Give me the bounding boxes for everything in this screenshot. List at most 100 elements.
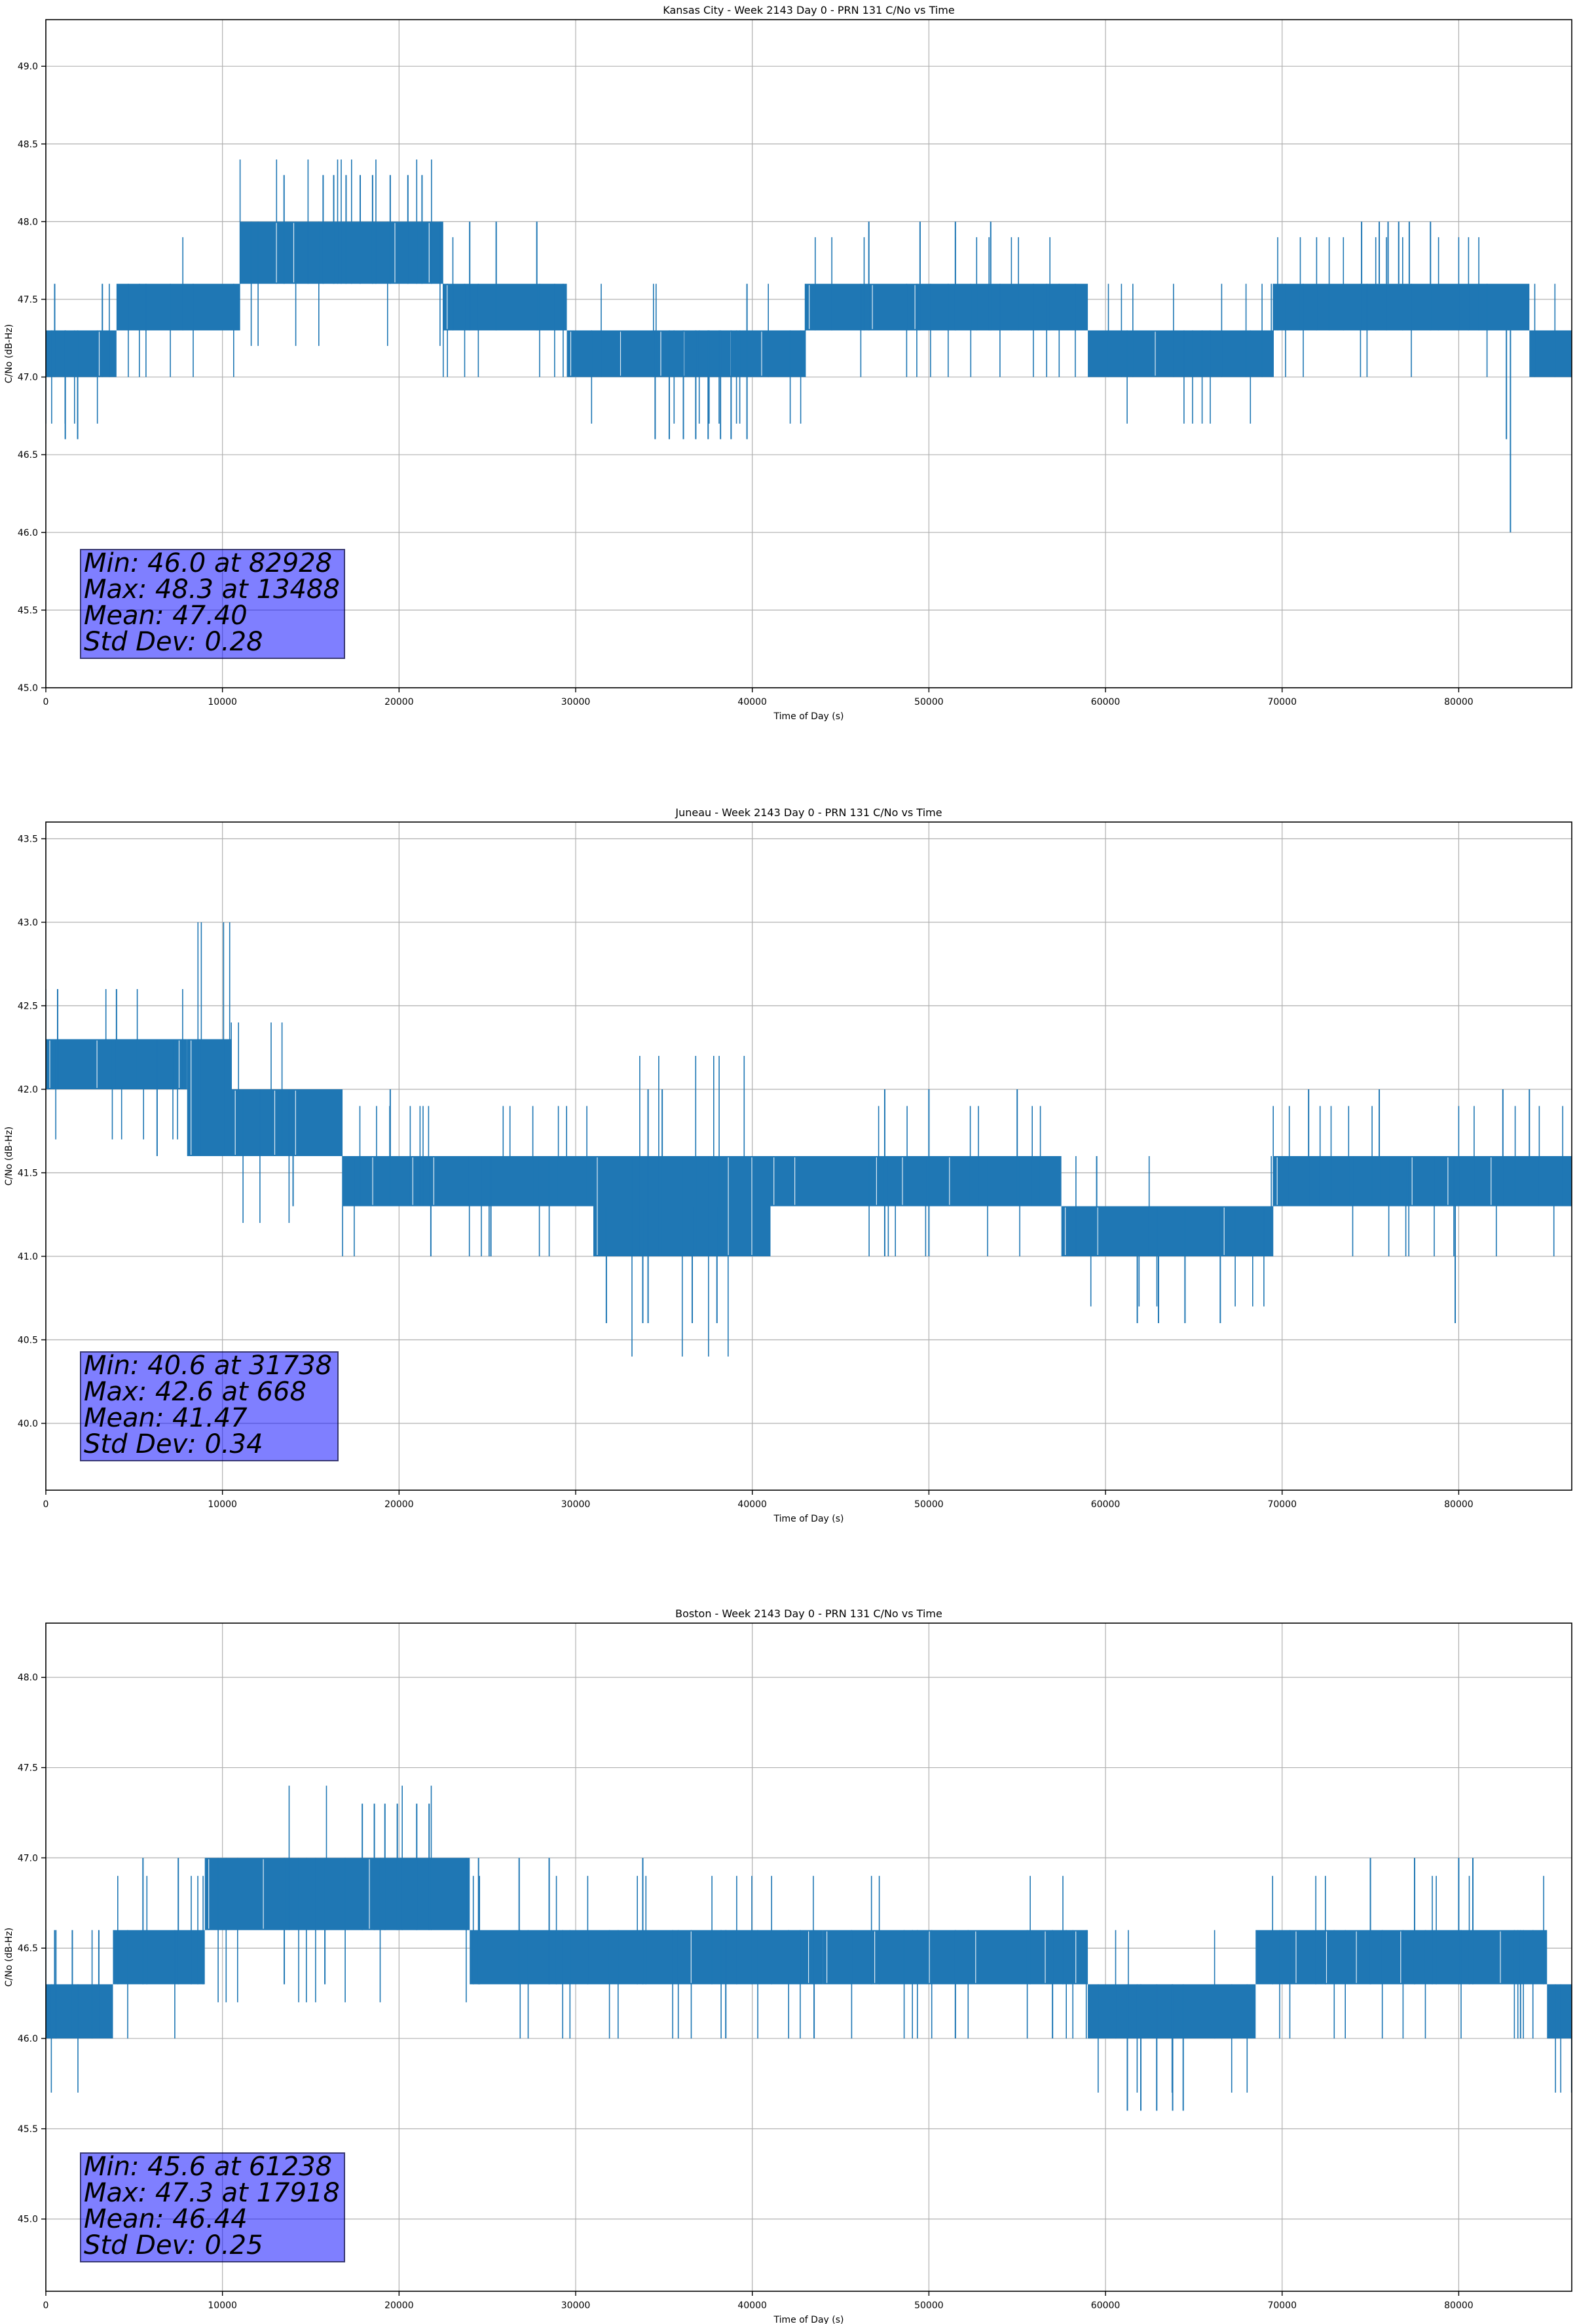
axes-frame: [45, 19, 1572, 688]
data-band: [46, 1984, 113, 2039]
x-tick-label: 70000: [1267, 1499, 1297, 1510]
data-noise: [1075, 1156, 1272, 1307]
x-tick-label: 20000: [384, 1499, 414, 1510]
data-gaps: [1295, 1931, 1501, 1983]
data-noise: [443, 237, 564, 377]
data-series-cno: [46, 159, 1572, 533]
stats-line: Max: 47.3 at 17918: [84, 2178, 340, 2208]
x-tick-label: 10000: [208, 1499, 237, 1510]
data-band: [443, 284, 567, 331]
data-noise: [591, 284, 802, 424]
y-tick-label: 47.0: [18, 373, 38, 383]
stats-line: Mean: 41.47: [84, 1403, 248, 1433]
chart-panel-3: 0 10000 20000 30000 40000 50000 60000 70000 8000…: [4, 1607, 1572, 2324]
y-tick-label: 48.5: [18, 140, 38, 150]
stats-line: Std Dev: 0.34: [84, 1429, 263, 1459]
data-band: [1088, 330, 1274, 377]
x-tick-label: 20000: [384, 2300, 414, 2311]
y-axis-label: C/No (dB-Hz): [4, 324, 14, 383]
x-tick-label: 60000: [1091, 1499, 1121, 1510]
chart-title: Boston - Week 2143 Day 0 - PRN 131 C/No …: [675, 1607, 942, 1620]
stats-line: Mean: 47.40: [84, 601, 248, 631]
data-band: [1547, 1984, 1572, 2039]
x-tick-label: 50000: [914, 697, 944, 707]
x-tick-label: 0: [43, 2300, 49, 2311]
data-band: [1255, 1930, 1548, 1985]
x-tick-label: 80000: [1444, 1499, 1474, 1510]
y-tick-label: 42.5: [18, 1002, 38, 1012]
data-noise: [231, 1022, 290, 1223]
y-tick-label: 47.5: [18, 295, 38, 305]
x-tick-label: 60000: [1091, 2300, 1121, 2311]
data-noise: [46, 989, 183, 1140]
x-tick-label: 50000: [914, 1499, 944, 1510]
data-noise: [46, 1930, 93, 2093]
data-noise: [1272, 1875, 1544, 2039]
stats-line: Max: 42.6 at 668: [84, 1377, 306, 1407]
data-noise: [1272, 1106, 1455, 1256]
data-band: [1273, 284, 1530, 331]
data-band: [46, 330, 117, 377]
data-band: [116, 284, 240, 331]
data-band: [805, 284, 1088, 331]
data-gaps: [1276, 1157, 1449, 1205]
stats-line: Min: 40.6 at 31738: [84, 1351, 333, 1381]
axes-frame: [45, 1622, 1572, 2292]
data-noise: [851, 1875, 1087, 2039]
data-gaps: [809, 285, 916, 329]
data-noise: [1534, 284, 1556, 377]
y-tick-label: 45.5: [18, 2124, 38, 2135]
data-band: [593, 1156, 770, 1256]
data-band: [770, 1156, 1062, 1207]
y-tick-label: 46.5: [18, 450, 38, 460]
data-gaps: [826, 1931, 1077, 1983]
chart-title: Kansas City - Week 2143 Day 0 - PRN 131 …: [663, 4, 954, 16]
x-tick-label: 0: [43, 697, 49, 707]
data-noise: [631, 1056, 745, 1357]
data-band: [1061, 1206, 1274, 1256]
x-tick-label: 70000: [1267, 697, 1297, 707]
data-noise: [239, 159, 441, 347]
x-tick-label: 70000: [1267, 2300, 1297, 2311]
data-gaps: [597, 1157, 752, 1255]
x-tick-label: 50000: [914, 2300, 944, 2311]
data-gaps: [49, 1040, 180, 1088]
data-band: [566, 330, 806, 377]
y-tick-label: 41.5: [18, 1169, 38, 1179]
stats-box: Min: 45.6 at 61238 Max: 47.3 at 17918 Mean…: [80, 2152, 345, 2262]
y-tick-label: 41.0: [18, 1252, 38, 1262]
x-tick-label: 60000: [1091, 697, 1121, 707]
stats-line: Mean: 46.44: [84, 2204, 248, 2234]
y-tick-label: 48.0: [18, 1673, 38, 1683]
y-tick-label: 49.0: [18, 62, 38, 72]
data-band: [1529, 330, 1572, 377]
x-tick-label: 30000: [561, 1499, 591, 1510]
y-axis-label: C/No (dB-Hz): [4, 1928, 14, 1987]
data-series-cno: [46, 922, 1572, 1357]
chart-title: Juneau - Week 2143 Day 0 - PRN 131 C/No …: [675, 806, 942, 819]
stats-line: Max: 48.3 at 13488: [84, 574, 340, 605]
data-band: [231, 1089, 343, 1156]
data-band: [343, 1156, 593, 1207]
x-axis-label: Time of Day (s): [773, 2315, 844, 2324]
data-series-cno: [46, 1786, 1572, 2111]
x-tick-label: 10000: [208, 697, 237, 707]
axes-frame: [45, 821, 1572, 1491]
y-tick-label: 46.0: [18, 2034, 38, 2044]
stats-line: Min: 46.0 at 82928: [84, 548, 333, 578]
stats-box: Min: 46.0 at 82928 Max: 48.3 at 13488 Mean…: [80, 549, 345, 659]
data-gaps: [208, 1859, 370, 1929]
x-tick-label: 0: [43, 1499, 49, 1510]
data-noise: [1107, 284, 1272, 424]
data-noise: [128, 237, 234, 377]
y-tick-label: 47.0: [18, 1853, 38, 1864]
x-tick-label: 30000: [561, 2300, 591, 2311]
data-gaps: [234, 1091, 296, 1155]
data-band: [187, 1039, 232, 1156]
y-tick-label: 43.5: [18, 834, 38, 845]
stats-box: Min: 40.6 at 31738 Max: 42.6 at 668 Mean: …: [80, 1351, 339, 1461]
x-tick-label: 20000: [384, 697, 414, 707]
data-noise: [472, 1875, 814, 2039]
y-tick-label: 48.0: [18, 217, 38, 227]
data-gaps: [690, 1931, 809, 1983]
